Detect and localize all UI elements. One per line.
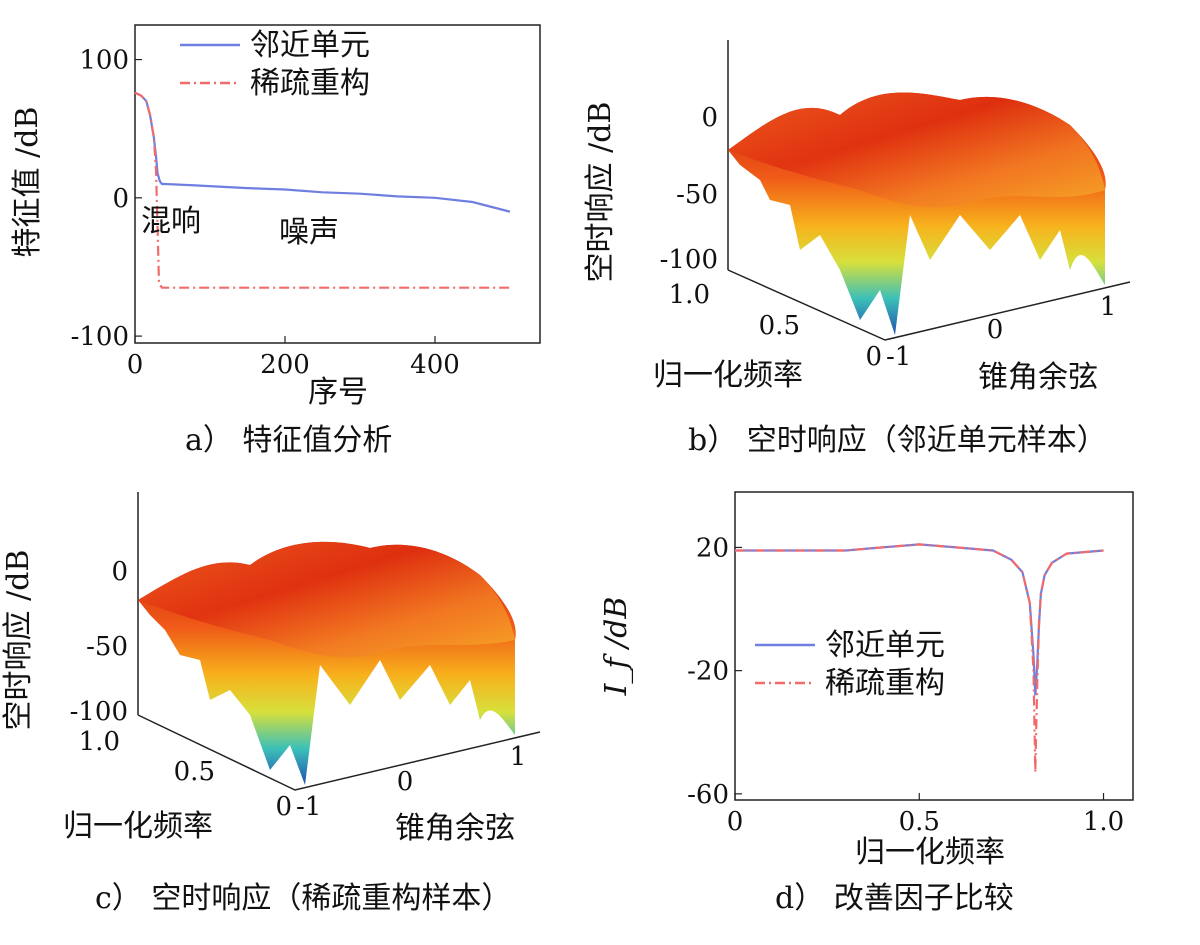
panel-c-base-axes — [137, 714, 541, 791]
y-tick-label: -100 — [71, 322, 129, 352]
panel-c-ylabel: 归一化频率 — [63, 809, 213, 844]
panel-b-surface-chart: 0 -50 -100 1.0 0.5 0 -1 0 1 空时响应 /dB 归一化… — [583, 40, 1131, 458]
panel-b-ytick: 0.5 — [759, 311, 800, 341]
panel-b-ylabel: 归一化频率 — [653, 358, 803, 393]
panel-a-caption: a） 特征值分析 — [185, 423, 392, 458]
panel-c-surface-top — [138, 541, 515, 658]
panel-c-ytick: 0.5 — [174, 757, 215, 787]
legend-label: 邻近单元 — [825, 628, 945, 663]
panel-b-ztick: 0 — [701, 103, 718, 133]
panel-c-ztick: 0 — [111, 557, 128, 587]
panel-d-caption: d） 改善因子比较 — [775, 881, 1014, 916]
x-tick-label: 200 — [260, 350, 310, 380]
panel-a-ylabel: 特征值 /dB — [10, 107, 45, 258]
y-tick-label: -60 — [687, 780, 729, 810]
y-tick-label: 100 — [79, 46, 129, 76]
series-line-neighbor-cells — [134, 91, 511, 213]
panel-c-caption: c） 空时响应（稀疏重构样本） — [95, 881, 511, 916]
series-line-sparse-reconstruction — [134, 91, 510, 289]
panel-b-zlabel: 空时响应 /dB — [583, 102, 618, 283]
panel-c-ztick: -100 — [70, 697, 128, 727]
panel-b-xtick: 0 — [987, 315, 1004, 345]
panel-b-base-axes — [727, 269, 1131, 341]
panel-a-plot-frame — [134, 24, 541, 344]
panel-c-ztick: -50 — [86, 632, 128, 662]
panel-c-surface-chart: 0 -50 -100 1.0 0.5 0 -1 0 1 空时响应 /dB 归一化… — [1, 492, 541, 916]
panel-d-series — [735, 543, 1104, 773]
x-tick-label: 0.5 — [899, 807, 940, 837]
panel-d-ylabel: I_f /dB — [599, 597, 634, 697]
panel-a-xlabel: 序号 — [308, 375, 368, 410]
legend-label: 稀疏重构 — [250, 66, 370, 101]
panel-b-ytick: 0 — [865, 342, 882, 372]
panel-a-series — [134, 91, 511, 289]
panel-c-xtick: 1 — [510, 742, 527, 772]
panel-b-xtick: -1 — [886, 342, 911, 372]
panel-a-annotation-noise: 噪声 — [279, 215, 339, 250]
panel-b-ztick: -50 — [676, 180, 718, 210]
x-tick-label: 400 — [410, 350, 460, 380]
panel-c-ytick: 0 — [275, 792, 292, 822]
panel-c-ytick: 1.0 — [79, 727, 120, 757]
y-tick-label: -20 — [687, 657, 729, 687]
panel-b-xlabel: 锥角余弦 — [978, 360, 1098, 395]
x-tick-label: 0 — [727, 807, 744, 837]
panel-b-ytick: 1.0 — [669, 280, 710, 310]
panel-b-xtick: 1 — [1100, 292, 1117, 322]
panel-c-xtick: -1 — [296, 792, 321, 822]
panel-d-ticks: 0 0.5 1.0 20 -20 -60 — [687, 533, 1124, 837]
panel-d-xlabel: 归一化频率 — [855, 835, 1005, 870]
x-tick-label: 0 — [127, 350, 144, 380]
panel-c-xtick: 0 — [397, 767, 414, 797]
panel-a-annotation-reverb: 混响 — [141, 204, 201, 239]
x-tick-label: 1.0 — [1083, 807, 1124, 837]
panel-b-ztick: -100 — [660, 245, 718, 275]
legend-label: 稀疏重构 — [825, 666, 945, 701]
panel-d-plot-frame — [734, 491, 1134, 801]
panel-c-zlabel: 空时响应 /dB — [1, 550, 36, 731]
panel-c-xlabel: 锥角余弦 — [395, 811, 515, 846]
y-tick-label: 20 — [696, 533, 729, 563]
series-line-neighbor-cells — [735, 543, 1104, 696]
legend-label: 邻近单元 — [250, 28, 370, 63]
panel-b-surface-top — [728, 92, 1105, 208]
y-tick-label: 0 — [112, 184, 129, 214]
panel-b-caption: b） 空时响应（邻近单元样本） — [688, 423, 1107, 458]
